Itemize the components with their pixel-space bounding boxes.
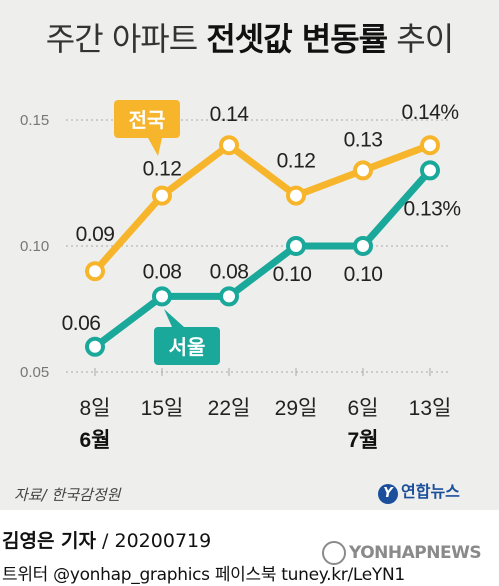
- x-tick-label: 6일: [348, 397, 379, 420]
- watermark-text: YONHAPNEWS: [349, 543, 482, 563]
- series-line: [91, 141, 434, 275]
- data-label: 0.14: [210, 103, 250, 126]
- yonhap-logo: Y 연합뉴스: [378, 478, 460, 504]
- reporter-credit: 김영은 기자 / 20200719: [2, 526, 211, 553]
- x-tick-label: 22일: [208, 397, 251, 420]
- x-tick-label: 13일: [409, 397, 452, 420]
- x-tick-label: 29일: [275, 397, 318, 420]
- month-label: 6월: [80, 429, 111, 452]
- logo-text: 연합뉴스: [401, 482, 460, 501]
- data-label: 0.13: [344, 128, 383, 151]
- data-point: [353, 236, 373, 256]
- data-label: 0.08: [143, 260, 182, 283]
- title-bold: 전셋값 변동률: [206, 20, 388, 58]
- data-label: 0.06: [62, 312, 101, 335]
- series-name-label: 전국: [129, 109, 166, 132]
- source-note: 자료/ 한국감정원: [14, 486, 121, 504]
- x-tick-label: 8일: [80, 397, 111, 420]
- data-point: [353, 160, 373, 181]
- chart-card: [0, 0, 499, 510]
- social-links: 트위터 @yonhap_graphics 페이스북 tuney.kr/LeYN1: [2, 565, 405, 585]
- data-point: [420, 135, 440, 156]
- watermark-logo-icon: [322, 541, 346, 565]
- data-label: 0.12: [277, 150, 316, 173]
- series-name-label: 서울: [169, 336, 206, 359]
- logo-mark-icon: Y: [378, 484, 398, 504]
- reporter-name: 김영은 기자: [2, 530, 97, 552]
- y-tick-label: 0.05: [20, 364, 49, 381]
- series-line: [91, 166, 434, 351]
- data-point: [85, 336, 105, 357]
- data-point: [286, 185, 306, 206]
- data-point: [152, 185, 172, 206]
- title-plain: 주간 아파트: [45, 20, 207, 58]
- y-tick-label: 0.15: [20, 112, 49, 129]
- data-point: [152, 286, 172, 307]
- data-label: 0.10: [344, 263, 383, 286]
- title-tail: 추이: [387, 20, 454, 58]
- watermark: YONHAPNEWS: [322, 541, 482, 565]
- data-label: 0.13%: [403, 197, 460, 220]
- month-label: 7월: [348, 429, 379, 452]
- data-point: [219, 286, 239, 307]
- data-point: [219, 135, 239, 156]
- series-name-tag: [114, 100, 180, 138]
- data-label: 0.10: [273, 263, 312, 286]
- data-label: 0.14%: [401, 101, 458, 124]
- line-chart: 0.15 0.10 0.05 8일 15일 22일 29일 6일 13일 6월 7월 0.09 0.12…: [20, 100, 461, 452]
- data-point: [420, 160, 440, 181]
- y-tick-label: 0.10: [20, 238, 49, 255]
- chart-title: 주간 아파트 전셋값 변동률 추이: [0, 14, 499, 60]
- series-name-tag: [154, 327, 220, 365]
- data-label: 0.09: [76, 223, 115, 246]
- data-label: 0.08: [210, 260, 249, 283]
- data-label: 0.12: [143, 158, 182, 181]
- tag-pointer: [148, 138, 162, 156]
- data-point: [286, 236, 306, 256]
- credit-date: / 20200719: [96, 530, 212, 552]
- x-tick-label: 15일: [141, 397, 184, 420]
- tag-pointer: [164, 309, 184, 327]
- data-point: [85, 261, 105, 282]
